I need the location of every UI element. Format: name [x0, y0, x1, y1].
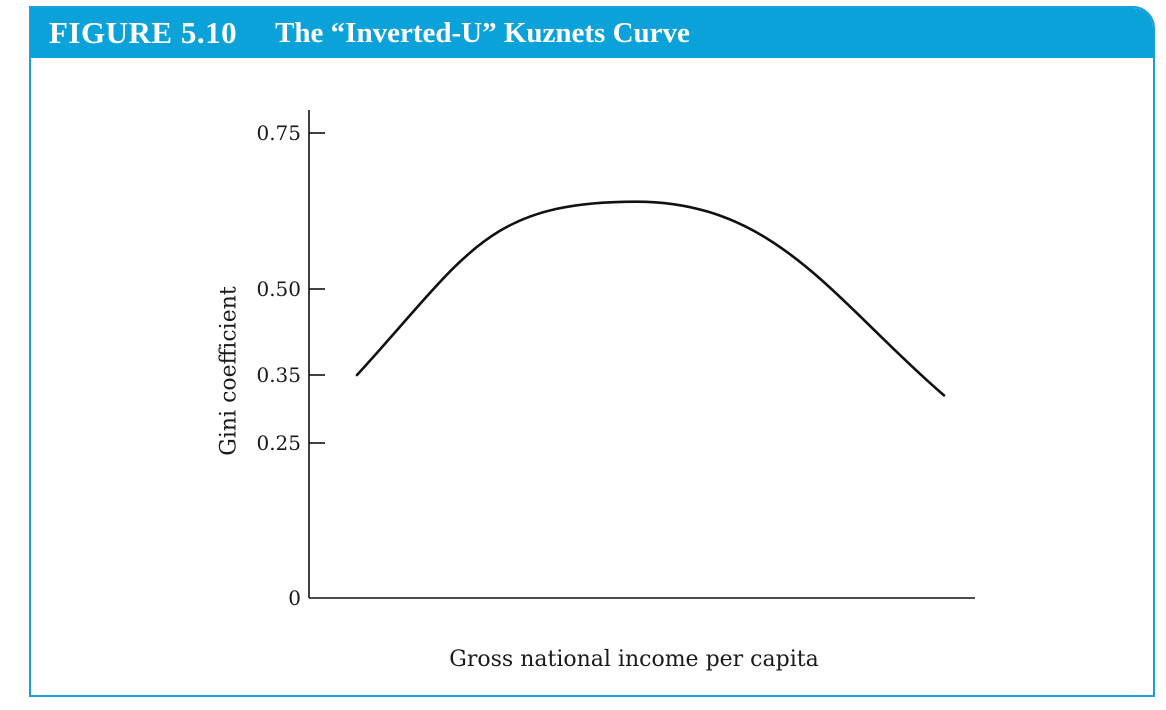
y-tick-label: 0.50	[256, 277, 301, 301]
y-tick-label: 0	[288, 586, 301, 610]
y-tick-label: 0.35	[256, 363, 301, 387]
y-tick-label: 0.75	[256, 121, 301, 145]
figure-frame: FIGURE 5.10 The “Inverted-U” Kuznets Cur…	[29, 6, 1155, 697]
figure-title: The “Inverted-U” Kuznets Curve	[275, 16, 690, 49]
y-tick-label: 0.25	[256, 431, 301, 455]
y-axis-title: Gini coefficient	[217, 286, 242, 456]
y-ticks: 0.75 0.50 0.35 0.25 0	[256, 121, 325, 610]
x-axis-title: Gross national income per capita	[449, 647, 818, 672]
kuznets-curve	[355, 200, 946, 397]
figure-number: FIGURE 5.10	[49, 15, 238, 50]
figure-header: FIGURE 5.10 The “Inverted-U” Kuznets Cur…	[31, 8, 1153, 58]
